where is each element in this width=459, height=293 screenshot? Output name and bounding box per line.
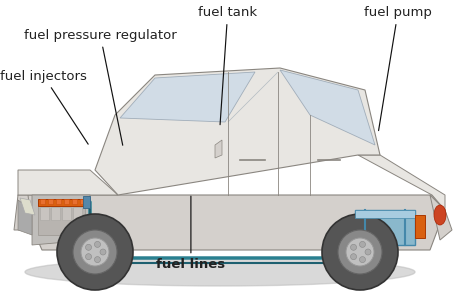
Polygon shape: [40, 207, 49, 220]
Polygon shape: [18, 170, 118, 195]
Polygon shape: [83, 196, 90, 208]
Text: fuel lines: fuel lines: [156, 196, 225, 271]
Circle shape: [350, 254, 356, 260]
Circle shape: [364, 249, 370, 255]
Circle shape: [57, 214, 133, 290]
Circle shape: [94, 257, 100, 263]
Text: fuel tank: fuel tank: [198, 6, 257, 125]
Circle shape: [337, 230, 381, 274]
Circle shape: [85, 254, 91, 260]
Polygon shape: [80, 199, 85, 204]
Text: fuel injectors: fuel injectors: [0, 70, 88, 144]
Polygon shape: [414, 215, 424, 238]
Polygon shape: [56, 199, 61, 204]
Polygon shape: [32, 195, 90, 245]
Polygon shape: [228, 72, 277, 122]
Polygon shape: [214, 140, 222, 158]
Polygon shape: [38, 205, 85, 235]
Polygon shape: [357, 155, 444, 210]
Ellipse shape: [25, 258, 414, 286]
Polygon shape: [40, 199, 45, 204]
Text: fuel pump: fuel pump: [363, 6, 431, 131]
Text: fuel pressure regulator: fuel pressure regulator: [24, 29, 176, 145]
Circle shape: [94, 241, 100, 247]
Circle shape: [345, 238, 373, 266]
Polygon shape: [48, 199, 53, 204]
Circle shape: [81, 238, 109, 266]
Circle shape: [358, 241, 365, 247]
Polygon shape: [354, 210, 414, 218]
Polygon shape: [62, 207, 71, 220]
Circle shape: [100, 249, 106, 255]
Polygon shape: [280, 70, 374, 145]
Ellipse shape: [433, 205, 445, 225]
Polygon shape: [73, 207, 82, 220]
Polygon shape: [64, 199, 69, 204]
Polygon shape: [354, 210, 414, 245]
Polygon shape: [95, 68, 379, 195]
Polygon shape: [20, 198, 35, 215]
Polygon shape: [72, 199, 77, 204]
Circle shape: [321, 214, 397, 290]
Polygon shape: [120, 72, 254, 122]
Circle shape: [358, 257, 365, 263]
Polygon shape: [38, 199, 85, 206]
Polygon shape: [18, 195, 444, 250]
Polygon shape: [429, 195, 451, 240]
Circle shape: [73, 230, 117, 274]
Polygon shape: [51, 207, 60, 220]
Polygon shape: [14, 195, 32, 230]
Circle shape: [85, 244, 91, 250]
Circle shape: [350, 244, 356, 250]
Polygon shape: [18, 200, 32, 235]
